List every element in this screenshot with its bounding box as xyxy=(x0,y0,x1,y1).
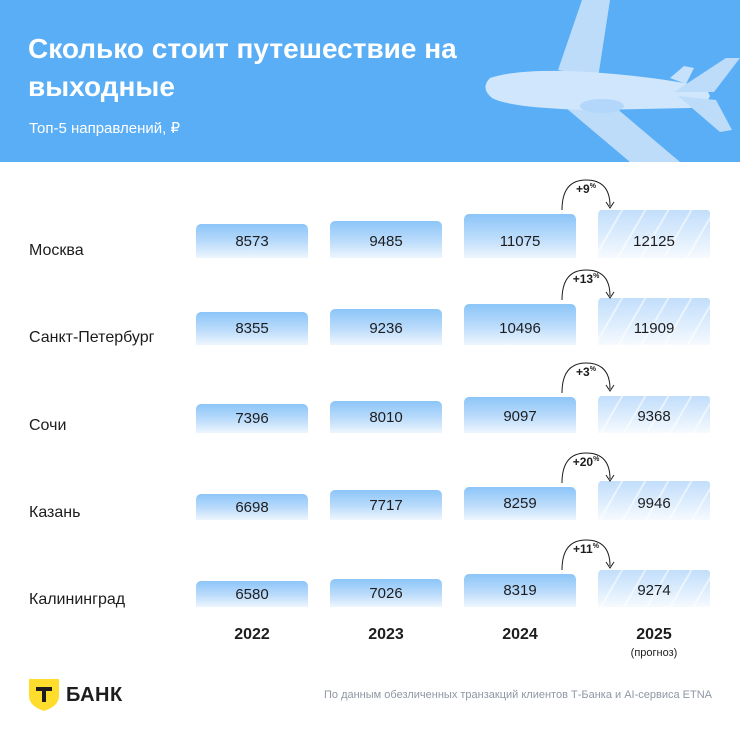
growth-annotation: +9% xyxy=(556,176,616,220)
curved-arrow-icon xyxy=(561,179,615,211)
city-label: Калининград xyxy=(29,591,126,608)
bar: 9946 xyxy=(598,481,710,520)
growth-annotation: +20% xyxy=(556,449,616,493)
page-title: Сколько стоит путешествие на выходные xyxy=(28,33,457,102)
bar: 9236 xyxy=(330,309,442,345)
growth-value: +20 xyxy=(572,455,594,469)
year-label-2024: 2024 xyxy=(502,626,538,643)
bar-value-label: 8355 xyxy=(235,320,269,337)
bar: 7026 xyxy=(330,579,442,607)
bar: 9485 xyxy=(330,221,442,258)
source-note: По данным обезличенных транзакций клиент… xyxy=(323,689,712,701)
bar: 11909 xyxy=(598,298,710,345)
curved-arrow-icon xyxy=(561,269,615,301)
page-subtitle: Топ-5 направлений, ₽ xyxy=(29,120,181,137)
bar: 6580 xyxy=(196,581,308,607)
bar: 6698 xyxy=(196,494,308,520)
bar-value-label: 8573 xyxy=(235,232,269,250)
bar-value-label: 8010 xyxy=(369,408,403,426)
bar-value-label: 9946 xyxy=(637,494,671,512)
forecast-note: (прогноз) xyxy=(630,647,678,659)
city-label: Сочи xyxy=(29,417,67,434)
growth-value: +11 xyxy=(573,542,593,556)
city-label: Казань xyxy=(29,504,81,521)
growth-label: +13% xyxy=(556,272,616,286)
growth-annotation: +11% xyxy=(556,536,616,580)
bar: 8355 xyxy=(196,312,308,345)
bar: 9274 xyxy=(598,570,710,607)
bar-value-label: 7026 xyxy=(369,584,403,602)
year-label-2022: 2022 xyxy=(234,626,270,643)
bar-value-label: 7717 xyxy=(369,496,403,514)
brand-name: БАНК xyxy=(66,683,123,706)
growth-unit: % xyxy=(593,273,600,280)
bar: 8259 xyxy=(464,487,576,520)
bar: 9097 xyxy=(464,397,576,433)
growth-value: +9 xyxy=(576,182,590,196)
bar-value-label: 9485 xyxy=(369,232,403,250)
airplane-icon xyxy=(485,0,740,162)
growth-unit: % xyxy=(589,366,596,373)
growth-label: +9% xyxy=(556,182,616,196)
growth-unit: % xyxy=(592,543,599,550)
bar-value-label: 7396 xyxy=(235,410,269,427)
bar-value-label: 9236 xyxy=(369,319,403,337)
bank-logo: БАНК xyxy=(28,678,123,712)
bar-value-label: 8319 xyxy=(503,582,537,599)
curved-arrow-icon xyxy=(561,539,615,571)
city-label: Москва xyxy=(29,242,84,259)
bar-value-label: 12125 xyxy=(633,232,675,250)
growth-value: +3 xyxy=(576,365,590,379)
growth-unit: % xyxy=(593,456,600,463)
bar: 8319 xyxy=(464,574,576,607)
city-label: Санкт-Петербург xyxy=(29,329,155,346)
bar-value-label: 9368 xyxy=(637,407,671,425)
bar: 8010 xyxy=(330,401,442,433)
growth-annotation: +3% xyxy=(556,359,616,403)
curved-arrow-icon xyxy=(561,452,615,484)
bar: 7717 xyxy=(330,490,442,520)
bar: 11075 xyxy=(464,214,576,258)
bar-value-label: 11909 xyxy=(633,319,675,337)
bar-value-label: 10496 xyxy=(499,319,541,337)
bar: 10496 xyxy=(464,304,576,345)
growth-label: +20% xyxy=(556,455,616,469)
bar-value-label: 9097 xyxy=(503,407,537,425)
curved-arrow-icon xyxy=(561,362,615,394)
bar-value-label: 6698 xyxy=(235,498,269,516)
bar-value-label: 6580 xyxy=(235,585,269,603)
year-label-2025: 2025 xyxy=(636,626,672,643)
bar: 7396 xyxy=(196,404,308,433)
growth-unit: % xyxy=(589,183,596,190)
header-banner: Сколько стоит путешествие на выходные То… xyxy=(0,0,740,162)
growth-value: +13 xyxy=(572,272,594,286)
bar: 8573 xyxy=(196,224,308,258)
year-label-2023: 2023 xyxy=(368,626,404,643)
shield-logo-icon xyxy=(29,679,59,711)
growth-label: +11% xyxy=(556,542,616,556)
bar: 12125 xyxy=(598,210,710,258)
growth-label: +3% xyxy=(556,365,616,379)
bar-value-label: 9274 xyxy=(637,581,671,599)
bar-value-label: 11075 xyxy=(499,232,541,250)
bar: 9368 xyxy=(598,396,710,433)
bar-value-label: 8259 xyxy=(503,495,537,512)
growth-annotation: +13% xyxy=(556,266,616,310)
